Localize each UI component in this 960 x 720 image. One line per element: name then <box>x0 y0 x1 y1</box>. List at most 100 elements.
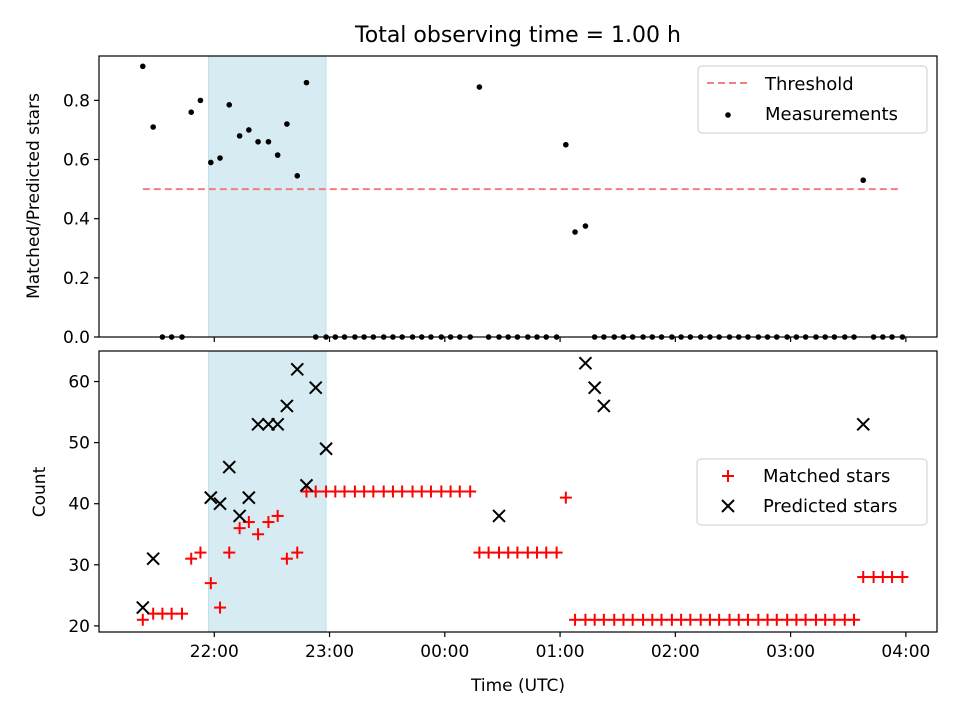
legend-matched-swatch <box>722 470 734 482</box>
matched-stars-point <box>271 509 284 522</box>
figure-title: Total observing time = 1.00 h <box>354 23 681 48</box>
top-y-axis-label: Matched/Predicted stars <box>24 93 44 299</box>
measurements-point <box>255 138 261 145</box>
matched-stars-point <box>252 528 265 541</box>
matched-stars-point <box>655 613 668 626</box>
predicted-stars-point-b <box>597 399 611 413</box>
x-tick-label: 04:00 <box>881 642 930 662</box>
predicted-stars-point <box>204 490 218 505</box>
bottom-y-tick-label: 30 <box>68 556 90 576</box>
predicted-stars-point <box>222 460 236 474</box>
matched-stars-point <box>626 613 639 626</box>
matched-stars-point <box>550 546 563 559</box>
matched-stars-point <box>799 613 812 626</box>
measurements-point <box>476 84 483 90</box>
predicted-stars-point-b <box>146 551 160 566</box>
predicted-stars-point <box>136 600 150 615</box>
matched-stars-point <box>223 546 236 559</box>
bottom-panel: 20 30 40 50 60 22:00 23:00 00:00 01:00 02:00 03:00… <box>68 350 938 662</box>
matched-stars-point <box>770 613 783 626</box>
measurements-point <box>294 172 301 179</box>
x-tick-label: 23:00 <box>305 642 354 662</box>
predicted-stars-point-b <box>232 509 247 523</box>
measurements-point <box>265 138 272 145</box>
predicted-stars-point <box>290 362 304 377</box>
predicted-stars-point <box>213 497 227 511</box>
predicted-stars-point <box>578 356 593 370</box>
matched-stars-point <box>185 552 198 565</box>
matched-stars-point <box>886 571 899 584</box>
matched-stars-point <box>291 546 304 559</box>
top-panel: 0.0 0.2 0.4 0.6 0.8 <box>63 55 938 348</box>
bottom-y-tick-label: 40 <box>68 495 90 515</box>
measurements-point <box>236 133 243 139</box>
matched-stars-point <box>597 613 610 626</box>
matched-stars-point <box>464 485 477 498</box>
matched-stars-point <box>367 485 380 498</box>
measurements-point <box>208 159 214 166</box>
top-legend: Threshold Measurements <box>697 65 928 134</box>
top-y-tick-label: 0.6 <box>63 151 90 171</box>
predicted-stars-point <box>146 551 160 566</box>
predicted-stars-point <box>232 509 247 523</box>
predicted-stars-point <box>308 380 323 395</box>
matched-stars-point <box>569 613 582 626</box>
predicted-stars-point-b <box>280 399 294 413</box>
measurements-point <box>188 109 195 115</box>
x-tick-label: 02:00 <box>651 642 700 662</box>
matched-stars-point <box>204 577 217 590</box>
predicted-stars-point-b <box>587 380 602 395</box>
measurements-point <box>246 127 252 133</box>
predicted-stars-point-b <box>308 380 323 395</box>
predicted-stars-point-b <box>251 417 265 432</box>
measurements-point <box>284 121 290 127</box>
measurements-point <box>197 97 204 104</box>
predicted-stars-point-b <box>299 478 314 493</box>
matched-stars-point <box>214 601 227 614</box>
predicted-stars-point-b <box>578 356 593 370</box>
matched-stars-point <box>482 546 495 559</box>
measurements-point <box>572 229 578 235</box>
measurements-point <box>226 102 233 108</box>
legend-threshold-label: Threshold <box>764 74 854 95</box>
legend-measurements-swatch <box>725 112 731 118</box>
top-legend-frame <box>697 65 928 134</box>
matched-stars-point <box>559 491 572 504</box>
matched-stars-point <box>453 485 466 498</box>
matched-stars-point <box>175 607 188 620</box>
predicted-stars-point-b <box>204 490 218 505</box>
x-tick-label: 00:00 <box>420 642 469 662</box>
predicted-stars-point-b <box>270 417 285 432</box>
matched-stars-point <box>896 571 909 584</box>
measurements-point <box>217 155 223 161</box>
bottom-axes-frame <box>98 350 938 633</box>
measurements-point <box>582 223 589 229</box>
matched-stars-point <box>194 546 207 559</box>
x-tick-label: 22:00 <box>190 642 239 662</box>
predicted-stars-point-b <box>492 509 506 523</box>
bottom-legend: Matched stars Predicted stars <box>696 458 928 526</box>
measurements-point <box>150 124 156 130</box>
measurements-point <box>563 141 569 148</box>
predicted-stars-point-b <box>242 490 256 505</box>
bottom-legend-frame <box>696 458 928 526</box>
matched-stars-point <box>136 613 149 626</box>
top-shaded-span <box>208 55 327 338</box>
matched-stars-point <box>165 607 178 620</box>
legend-measurements-label: Measurements <box>765 104 898 125</box>
predicted-stars-point-b <box>213 497 227 511</box>
predicted-stars-point <box>242 490 256 505</box>
predicted-stars-point-b <box>222 460 236 474</box>
top-y-tick-label: 0.2 <box>63 269 90 289</box>
measurements-point <box>860 177 867 184</box>
matched-stars-point <box>741 613 754 626</box>
matched-stars-point <box>233 522 246 535</box>
bottom-y-axis-label: Count <box>30 466 50 517</box>
legend-predicted-swatch <box>721 499 735 513</box>
bottom-y-tick-label: 20 <box>68 617 90 637</box>
predicted-stars-point <box>270 417 285 432</box>
top-y-tick-label: 0.0 <box>63 328 90 348</box>
matched-stars-point <box>684 613 697 626</box>
x-axis-label: Time (UTC) <box>470 676 565 696</box>
